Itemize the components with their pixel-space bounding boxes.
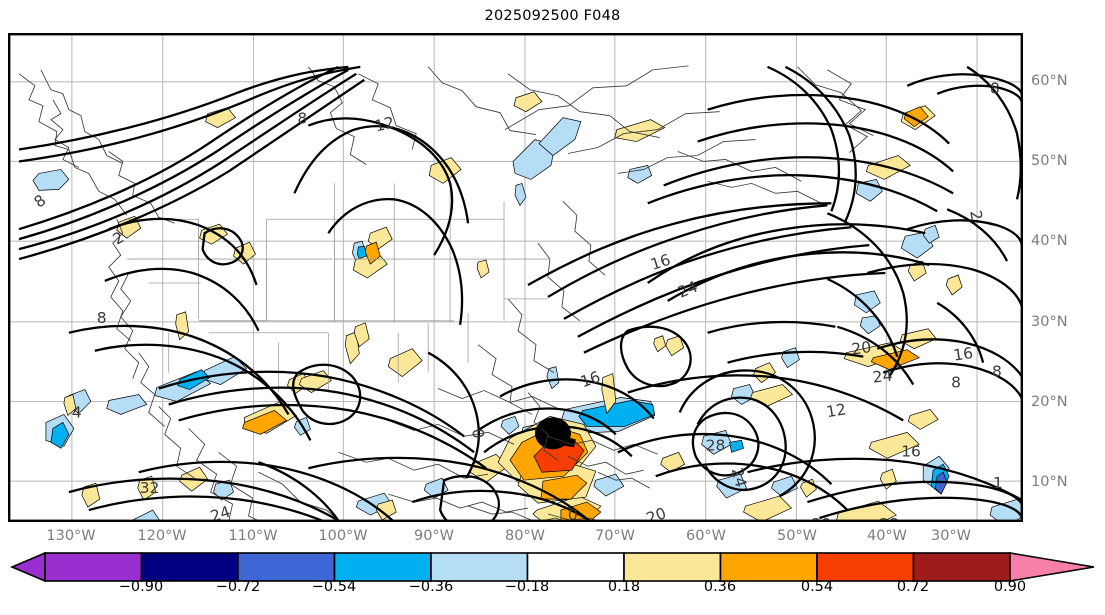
state-borders bbox=[126, 183, 550, 393]
colorbar-ticklabel-0: −0.90 bbox=[118, 579, 164, 595]
map-panel[interactable]: 12 8 8 2 8 8 2 16 24 16 20 16 24 8 bbox=[8, 33, 1023, 522]
svg-text:20: 20 bbox=[644, 504, 669, 521]
svg-text:28: 28 bbox=[131, 518, 151, 521]
colorbar-ticklabel-6: 0.36 bbox=[703, 579, 737, 595]
svg-text:16: 16 bbox=[648, 251, 672, 274]
svg-text:16: 16 bbox=[901, 442, 921, 460]
xtick-2: 110°W bbox=[228, 528, 278, 544]
ytick-3: 30°N bbox=[1031, 314, 1068, 330]
svg-text:16: 16 bbox=[952, 344, 974, 365]
xtick-3: 100°W bbox=[318, 528, 368, 544]
svg-text:20: 20 bbox=[850, 338, 872, 359]
xtick-10: 30°W bbox=[930, 528, 972, 544]
ytick-1: 50°N bbox=[1031, 153, 1068, 169]
svg-text:32: 32 bbox=[140, 479, 160, 497]
svg-text:24: 24 bbox=[872, 367, 893, 387]
contours bbox=[18, 65, 1022, 521]
xtick-1: 120°W bbox=[137, 528, 187, 544]
xtick-4: 90°W bbox=[413, 528, 455, 544]
colorbar-cell-1 bbox=[140, 552, 239, 582]
colorbar-cell-9 bbox=[912, 552, 1011, 582]
colorbar-ticklabel-8: 0.72 bbox=[896, 579, 930, 595]
svg-text:0: 0 bbox=[568, 506, 578, 521]
ytick-2: 40°N bbox=[1031, 233, 1068, 249]
xtick-8: 50°W bbox=[776, 528, 818, 544]
colorbar-cell-3 bbox=[333, 552, 432, 582]
page-title: 2025092500 F048 bbox=[484, 8, 621, 24]
colorbar-ticklabel-7: 0.54 bbox=[800, 579, 834, 595]
colorbar-ticklabel-1: −0.72 bbox=[215, 579, 261, 595]
svg-text:12: 12 bbox=[373, 113, 396, 135]
colorbar-cell-5 bbox=[526, 552, 625, 582]
svg-text:28: 28 bbox=[879, 515, 899, 521]
svg-text:12: 12 bbox=[825, 400, 848, 421]
colorbar[interactable]: −0.90 −0.72 −0.54 −0.36 −0.18 0.18 0.36 … bbox=[8, 552, 1098, 610]
colorbar-cell-2 bbox=[237, 552, 336, 582]
svg-text:24: 24 bbox=[728, 466, 750, 489]
svg-text:8: 8 bbox=[297, 110, 307, 128]
colorbar-extend-min bbox=[9, 552, 46, 582]
colorbar-ticklabel-5: 0.18 bbox=[607, 579, 641, 595]
svg-text:2: 2 bbox=[966, 209, 985, 222]
svg-text:28: 28 bbox=[706, 436, 726, 454]
colorbar-swatches bbox=[9, 552, 1095, 582]
svg-text:8: 8 bbox=[992, 363, 1002, 381]
svg-text:0: 0 bbox=[468, 427, 487, 439]
ytick-5: 10°N bbox=[1031, 474, 1068, 490]
map-canvas: 12 8 8 2 8 8 2 16 24 16 20 16 24 8 bbox=[9, 34, 1022, 521]
xtick-0: 130°W bbox=[46, 528, 96, 544]
coastlines bbox=[18, 65, 874, 521]
svg-text:4: 4 bbox=[72, 403, 82, 421]
svg-text:8: 8 bbox=[951, 374, 961, 392]
svg-text:8: 8 bbox=[97, 309, 107, 327]
ytick-4: 20°N bbox=[1031, 394, 1068, 410]
colorbar-cell-7 bbox=[719, 552, 818, 582]
svg-text:8: 8 bbox=[990, 80, 1000, 98]
colorbar-cell-4 bbox=[430, 552, 529, 582]
svg-text:16: 16 bbox=[578, 368, 603, 392]
xtick-7: 60°W bbox=[685, 528, 727, 544]
ytick-0: 60°N bbox=[1031, 73, 1068, 89]
colorbar-ticklabel-2: −0.54 bbox=[311, 579, 357, 595]
colorbar-cell-8 bbox=[816, 552, 915, 582]
xtick-6: 70°W bbox=[594, 528, 636, 544]
svg-text:20: 20 bbox=[811, 515, 831, 521]
colorbar-extend-max bbox=[1009, 552, 1095, 582]
colorbar-cell-6 bbox=[623, 552, 722, 582]
colorbar-ticklabel-3: −0.36 bbox=[408, 579, 454, 595]
colorbar-ticklabel-9: 0.90 bbox=[993, 579, 1027, 595]
contour-labels: 12 8 8 2 8 8 2 16 24 16 20 16 24 8 bbox=[31, 80, 1003, 521]
svg-text:1: 1 bbox=[993, 474, 1003, 492]
colorbar-ticklabel-4: −0.18 bbox=[504, 579, 550, 595]
xtick-5: 80°W bbox=[504, 528, 546, 544]
svg-text:24: 24 bbox=[208, 503, 232, 521]
xtick-9: 40°W bbox=[866, 528, 908, 544]
colorbar-cell-0 bbox=[44, 552, 143, 582]
